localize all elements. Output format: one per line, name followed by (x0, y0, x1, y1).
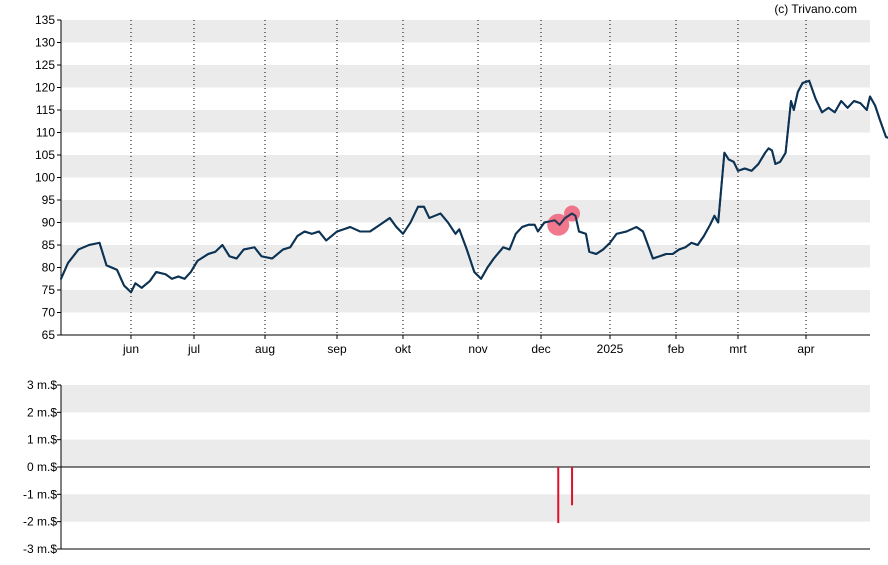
y-tick-label: 80 (42, 261, 56, 275)
grid-band (61, 110, 870, 133)
x-tick-label: dec (531, 342, 550, 356)
grid-band (61, 65, 870, 88)
y-tick-label: 115 (36, 103, 55, 117)
y-tick-label: 130 (35, 36, 55, 50)
y-tick-label: 135 (35, 13, 55, 27)
y-tick-label: 65 (42, 328, 56, 342)
x-tick-label: aug (255, 342, 275, 356)
grid-band (61, 290, 870, 313)
y-tick-label: 95 (42, 193, 56, 207)
x-tick-label: mrt (729, 342, 747, 356)
insider-trading-panel: 3 m.$ 2 m.$ 1 m.$ 0 m.$ -1 m.$ -2 m.$ -3 m.$ (23, 378, 870, 556)
y-tick-label: 110 (36, 126, 55, 140)
x-tick-label: okt (395, 342, 412, 356)
grid-band (61, 439, 870, 467)
credit-label: (c) Trivano.com (774, 2, 857, 16)
y-tick-label: 120 (35, 81, 55, 95)
x-tick-label: jun (122, 342, 139, 356)
y-tick-label: -3 m.$ (23, 542, 57, 556)
grid-band (61, 245, 870, 268)
x-tick-label: nov (468, 342, 487, 356)
y-tick-label: -2 m.$ (23, 515, 57, 529)
x-tick-label: 2025 (597, 342, 624, 356)
grid-band (61, 20, 870, 43)
y-tick-label: 105 (35, 148, 55, 162)
grid-band (61, 155, 870, 178)
y-tick-label: 1 m.$ (27, 433, 57, 447)
x-tick-label: apr (797, 342, 814, 356)
y-tick-label: 85 (42, 238, 56, 252)
y-tick-label: 125 (35, 58, 55, 72)
x-tick-label: jul (187, 342, 200, 356)
price-chart-panel: 65 70 75 80 85 90 95 100 105 110 115 120 125 130 135 ju… (35, 13, 888, 356)
y-tick-label: 100 (35, 171, 55, 185)
y-tick-label: 75 (42, 283, 56, 297)
y-tick-label: 90 (42, 216, 56, 230)
y-tick-label: 70 (42, 306, 56, 320)
y-tick-label: 0 m.$ (27, 460, 57, 474)
y-tick-label: 2 m.$ (27, 405, 57, 419)
y-tick-label: -1 m.$ (23, 487, 57, 501)
price-series-line-overlay (60, 79, 888, 294)
grid-band (61, 200, 870, 223)
x-tick-label: sep (327, 342, 347, 356)
grid-band (61, 494, 870, 522)
grid-band (61, 385, 870, 413)
y-tick-label: 3 m.$ (27, 378, 57, 392)
x-tick-label: feb (668, 342, 685, 356)
